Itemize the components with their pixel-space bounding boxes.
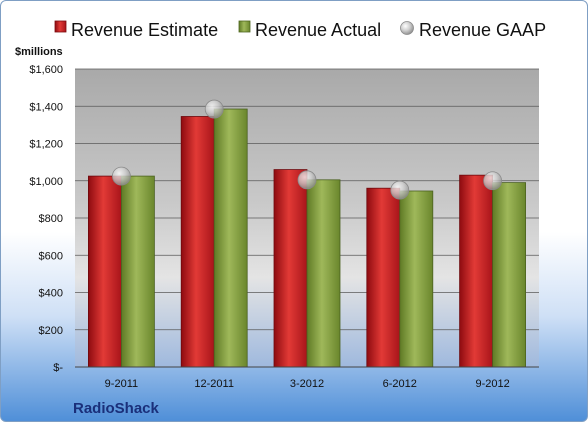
bar-revenue-estimate <box>459 174 494 368</box>
unit-label: $millions <box>15 46 63 58</box>
x-axis-ticks: 9-2011 12-2011 3-2012 6-2012 9-2012 <box>105 378 510 390</box>
bar-revenue-estimate <box>88 175 122 368</box>
bar-revenue-actual <box>213 108 248 368</box>
legend-label-actual: Revenue Actual <box>255 20 381 40</box>
gaap-marker <box>112 166 131 186</box>
y-tick-label: $- <box>53 362 63 374</box>
y-tick-label: $1,400 <box>29 101 63 113</box>
bar-revenue-actual <box>492 182 527 368</box>
y-tick-label: $400 <box>39 288 63 300</box>
y-tick-label: $1,600 <box>29 64 63 76</box>
legend-swatch-estimate <box>54 20 67 33</box>
bar-revenue-estimate <box>180 116 215 368</box>
gaap-markers <box>112 99 503 200</box>
y-tick-label: $800 <box>39 213 63 225</box>
legend: Revenue Estimate Revenue Actual Revenue … <box>54 20 546 40</box>
bar-revenue-estimate <box>366 187 401 368</box>
bar-revenue-estimate <box>273 169 308 368</box>
y-tick-label: $200 <box>39 325 63 337</box>
gaap-marker <box>297 170 317 190</box>
legend-label-estimate: Revenue Estimate <box>71 20 218 40</box>
bar-revenue-actual <box>121 175 155 368</box>
bar-revenue-actual <box>399 190 434 368</box>
bars <box>88 108 527 368</box>
x-tick-label: 3-2012 <box>290 378 324 390</box>
legend-swatch-actual <box>238 20 251 33</box>
gaap-marker <box>483 171 503 191</box>
y-tick-label: $1,200 <box>29 139 63 151</box>
x-tick-label: 12-2011 <box>194 378 234 390</box>
x-tick-label: 9-2011 <box>105 378 138 390</box>
legend-marker-gaap <box>400 21 414 35</box>
gaap-marker <box>204 99 224 119</box>
y-tick-label: $1,000 <box>29 176 63 188</box>
company-name: RadioShack <box>73 400 160 417</box>
y-axis-ticks: $- $200 $400 $600 $800 $1,000 $1,200 $1,400 $1,6… <box>29 64 63 374</box>
legend-label-gaap: Revenue GAAP <box>419 20 546 40</box>
bar-revenue-actual <box>306 179 341 368</box>
gaap-marker <box>390 180 410 200</box>
y-tick-label: $600 <box>39 250 63 262</box>
x-tick-label: 9-2012 <box>475 378 509 390</box>
x-tick-label: 6-2012 <box>383 378 417 390</box>
